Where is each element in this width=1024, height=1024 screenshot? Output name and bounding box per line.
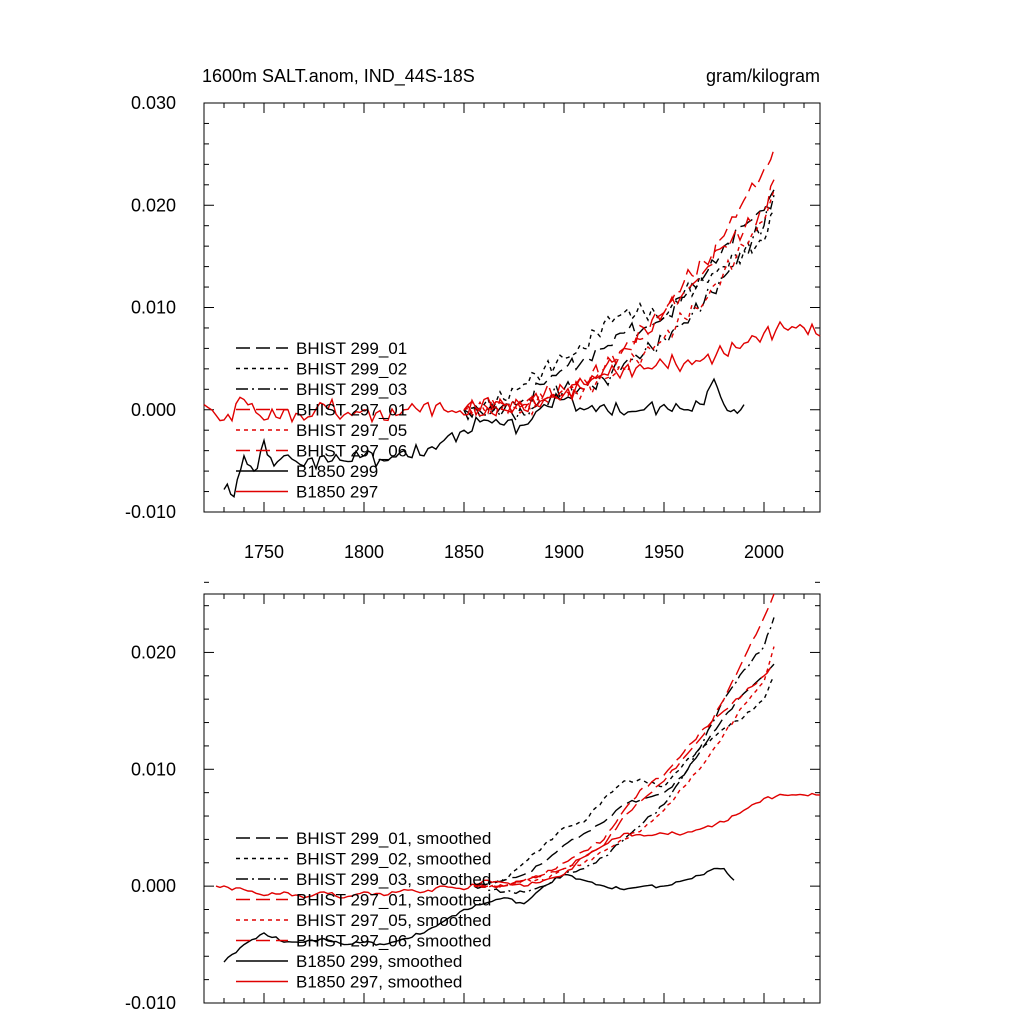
top-series: [203, 148, 821, 498]
series-line: [473, 617, 775, 895]
legend-label: BHIST 297_01: [296, 401, 407, 420]
legend-label: BHIST 297_01, smoothed: [296, 891, 491, 910]
x-tick-label: 1750: [244, 542, 284, 562]
series-line: [463, 209, 775, 413]
series-line: [223, 377, 745, 498]
top-panel-units: gram/kilogram: [706, 66, 820, 86]
top-ticks: 1750 1800 1850 1900 1950 2000 -0.010 0.000 0.010…: [125, 93, 820, 562]
y-tick-label: 0.000: [131, 400, 176, 420]
series-line: [463, 189, 775, 417]
y-tick-label: 0.010: [131, 759, 176, 779]
legend-label: B1850 297, smoothed: [296, 973, 462, 992]
series-line: [463, 179, 775, 417]
y-tick-label: 0.000: [131, 876, 176, 896]
legend-label: BHIST 299_03, smoothed: [296, 870, 491, 889]
y-tick-label: 0.030: [131, 93, 176, 113]
top-panel-title: 1600m SALT.anom, IND_44S-18S: [202, 66, 475, 87]
bottom-plot-frame: [203, 593, 821, 1004]
series-line: [473, 646, 775, 888]
legend-label: BHIST 299_02: [296, 360, 407, 379]
legend-label: B1850 299: [296, 462, 378, 481]
series-line: [463, 189, 775, 419]
legend-label: BHIST 299_01, smoothed: [296, 829, 491, 848]
series-line: [463, 194, 775, 422]
x-tick-label: 1900: [544, 542, 584, 562]
bottom-panel: -0.010 0.000 0.010 0.020 BHIST 299_01, smoo…: [125, 581, 821, 1013]
bottom-ticks: -0.010 0.000 0.010 0.020: [125, 581, 820, 1013]
bottom-legend: BHIST 299_01, smoothed BHIST 299_02, smoo…: [236, 829, 491, 992]
y-tick-label: 0.010: [131, 298, 176, 318]
legend-label: B1850 297: [296, 483, 378, 502]
legend-label: BHIST 297_05, smoothed: [296, 911, 491, 930]
series-line: [473, 663, 775, 889]
series-line: [473, 663, 775, 887]
series-line: [463, 148, 775, 417]
legend-label: BHIST 299_02, smoothed: [296, 850, 491, 869]
top-panel: 1600m SALT.anom, IND_44S-18S gram/kilogr…: [125, 66, 821, 562]
series-line: [223, 867, 735, 963]
legend-label: BHIST 297_06, smoothed: [296, 932, 491, 951]
x-tick-label: 1950: [644, 542, 684, 562]
y-tick-label: -0.010: [125, 502, 176, 522]
bottom-series: [215, 593, 821, 963]
series-line: [215, 792, 821, 899]
y-tick-label: 0.020: [131, 195, 176, 215]
series-line: [473, 675, 775, 888]
legend-label: BHIST 299_03: [296, 380, 407, 399]
series-line: [474, 593, 775, 888]
series-line: [203, 320, 821, 424]
x-tick-label: 2000: [744, 542, 784, 562]
x-tick-label: 1800: [344, 542, 384, 562]
y-tick-label: -0.010: [125, 993, 176, 1013]
y-tick-label: 0.020: [131, 642, 176, 662]
legend-label: BHIST 297_05: [296, 421, 407, 440]
legend-label: BHIST 299_01: [296, 339, 407, 358]
legend-label: B1850 299, smoothed: [296, 952, 462, 971]
x-tick-label: 1850: [444, 542, 484, 562]
legend-label: BHIST 297_06: [296, 442, 407, 461]
